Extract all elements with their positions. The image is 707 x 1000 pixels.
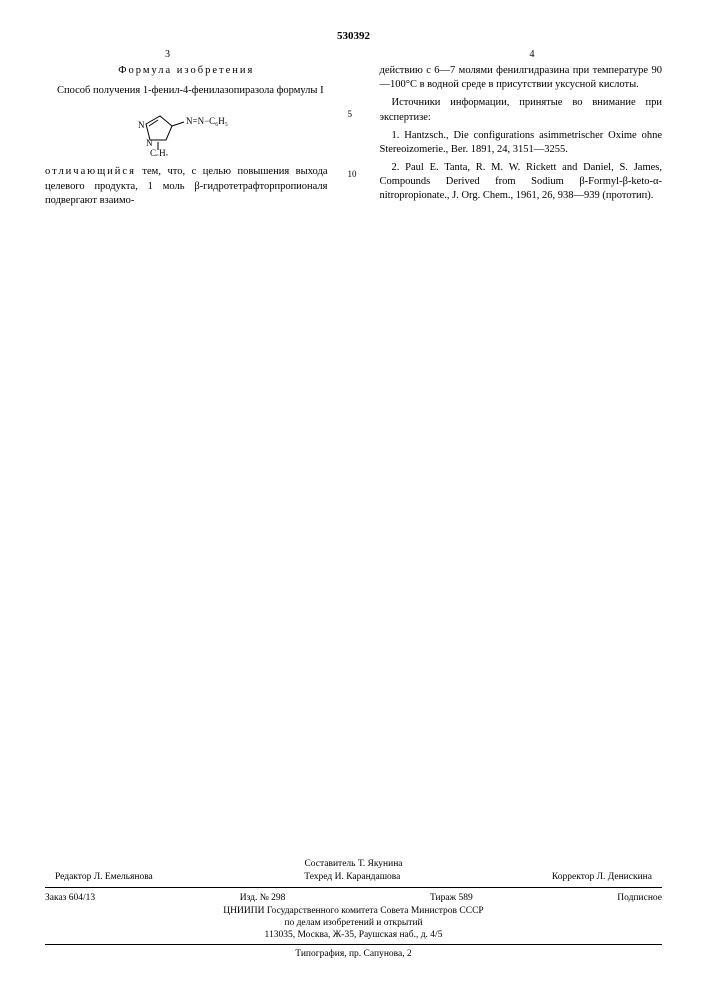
- line-number-gutter: 5 10: [348, 50, 360, 212]
- chem-label-bottom: C₆H₅: [150, 148, 169, 156]
- footer-rule-2: [45, 944, 662, 945]
- footer-org2: по делам изобретений и открытий: [45, 917, 662, 929]
- footer-print-row: Заказ 604/13 Изд. № 298 Тираж 589 Подпис…: [45, 891, 662, 905]
- formula-title: Формула изобретения: [45, 64, 328, 78]
- page-number-right: 4: [530, 48, 535, 62]
- footer-issue: Изд. № 298: [240, 893, 286, 903]
- document-number: 530392: [45, 30, 662, 42]
- left-para-2: отличающийся тем, что, с целью повышения…: [45, 165, 328, 208]
- footer-editor: Редактор Л. Емельянова: [55, 872, 153, 882]
- left-column: 3 Формула изобретения Способ получения 1…: [45, 50, 328, 212]
- svg-text:N: N: [146, 138, 153, 148]
- footer-rule-1: [45, 887, 662, 888]
- footer-org1: ЦНИИПИ Государственного комитета Совета …: [45, 905, 662, 917]
- footer-tirazh: Тираж 589: [430, 893, 473, 903]
- right-para-2: Источники информации, принятые во вниман…: [380, 96, 663, 124]
- line-num-5: 5: [348, 108, 353, 120]
- chem-svg: N N N=N−C₆H₅ C₆H₅: [116, 104, 256, 156]
- footer-sub: Подписное: [617, 893, 662, 903]
- footer-typo: Типография, пр. Сапунова, 2: [45, 948, 662, 960]
- footer-teched: Техред И. Карандашова: [304, 872, 400, 882]
- page-container: 530392 3 Формула изобретения Способ полу…: [0, 0, 707, 1000]
- footer-credits-row: Редактор Л. Емельянова Техред И. Каранда…: [45, 870, 662, 884]
- footer-corrector: Корректор Л. Денискина: [552, 872, 652, 882]
- footer-addr: 113035, Москва, Ж-35, Раушская наб., д. …: [45, 929, 662, 941]
- right-column: 4 действию с 6—7 молями фенилгидразина п…: [380, 50, 663, 212]
- footer-order: Заказ 604/13: [45, 893, 95, 903]
- left-para-2-spaced: отличающийся: [45, 166, 136, 177]
- chem-label-top: N=N−C₆H₅: [186, 116, 228, 126]
- reference-1: 1. Hantzsch., Die configurations asimmet…: [380, 129, 663, 157]
- footer-block: Составитель Т. Якунина Редактор Л. Емель…: [45, 858, 662, 960]
- svg-text:N: N: [138, 120, 145, 130]
- text-columns: 3 Формула изобретения Способ получения 1…: [45, 50, 662, 212]
- footer-compiler: Составитель Т. Якунина: [45, 858, 662, 870]
- chemical-structure: N N N=N−C₆H₅ C₆H₅: [45, 104, 328, 159]
- page-number-left: 3: [165, 48, 170, 62]
- right-para-1: действию с 6—7 молями фенилгидразина при…: [380, 64, 663, 92]
- left-para-1: Способ получения 1-фенил-4-фенилазопираз…: [45, 84, 328, 98]
- line-num-10: 10: [348, 168, 357, 180]
- reference-2: 2. Paul E. Tanta, R. M. W. Rickett and D…: [380, 161, 663, 204]
